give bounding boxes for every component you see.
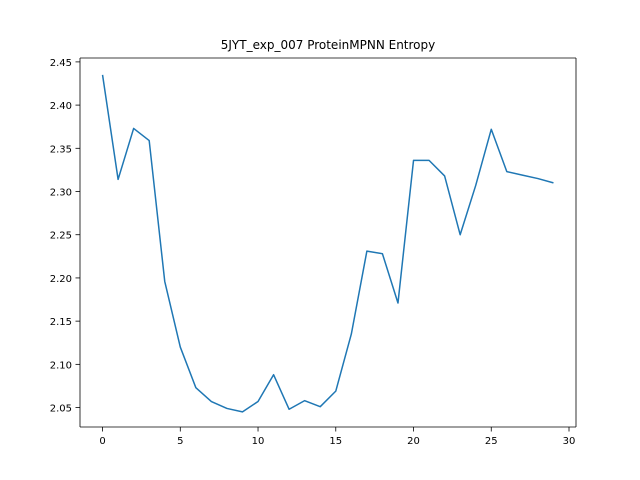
y-tick-label: 2.20 — [50, 274, 72, 285]
x-tick-label: 5 — [177, 436, 183, 447]
chart-title: 5JYT_exp_007 ProteinMPNN Entropy — [221, 38, 436, 52]
plot-area: 0 5 10 15 20 25 30 2.05 2.10 2.15 2.20 2.25 2.30 2.35… — [50, 57, 577, 447]
y-tick-label: 2.05 — [50, 404, 72, 415]
x-tick-label: 0 — [99, 436, 105, 447]
x-tick-label: 10 — [252, 436, 265, 447]
y-tick-label: 2.35 — [50, 144, 72, 155]
y-tick-label: 2.30 — [50, 188, 72, 199]
x-tick-label: 15 — [329, 436, 342, 447]
series-line-0 — [101, 74, 554, 413]
y-tick-label: 2.10 — [50, 360, 72, 371]
y-tick-label: 2.40 — [50, 101, 72, 112]
y-tick-label: 2.45 — [50, 58, 72, 69]
x-tick-label: 20 — [407, 436, 420, 447]
y-tick-label: 2.25 — [50, 231, 72, 242]
x-tick-label: 25 — [485, 436, 498, 447]
x-tick-label: 30 — [563, 436, 576, 447]
y-tick-label: 2.15 — [50, 317, 72, 328]
